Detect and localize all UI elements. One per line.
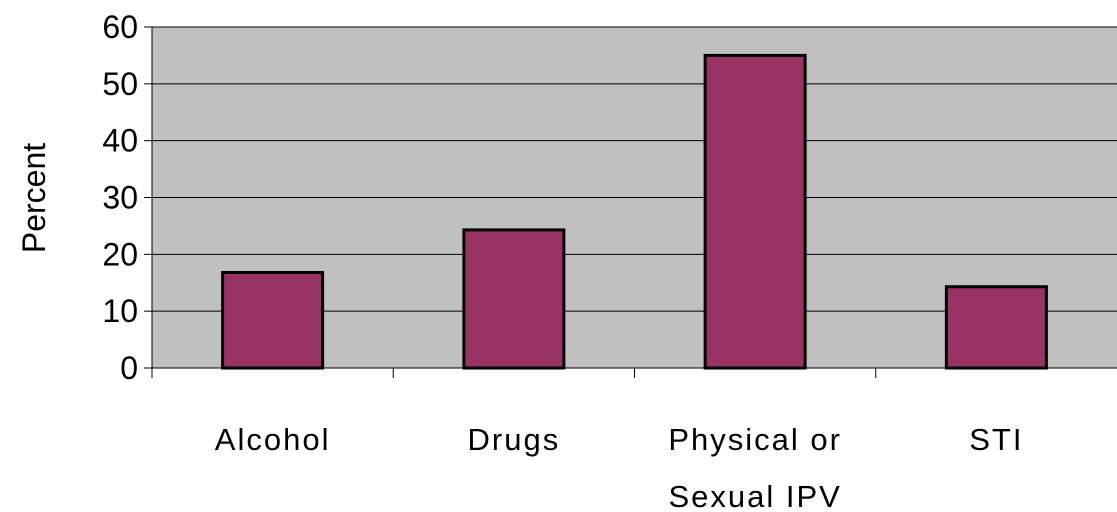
bar bbox=[703, 53, 807, 370]
y-tick-label: 0 bbox=[120, 350, 138, 386]
bars bbox=[221, 53, 1048, 370]
bar bbox=[944, 285, 1048, 370]
x-tick-label: Sexual IPV bbox=[668, 479, 841, 512]
y-tick-label: 40 bbox=[102, 123, 138, 159]
y-tick-label: 30 bbox=[102, 180, 138, 216]
y-tick-label: 50 bbox=[102, 66, 138, 102]
x-tick-labels: Alcohol Drugs Physical or Sexual IPV STI bbox=[215, 422, 1023, 512]
x-tick-label: Physical or bbox=[668, 422, 842, 457]
bar bbox=[462, 228, 566, 370]
y-tick-label: 20 bbox=[102, 236, 138, 272]
x-tick-label: Drugs bbox=[468, 422, 561, 457]
y-tick-label: 60 bbox=[102, 9, 138, 45]
y-tick-labels: 0 10 20 30 40 50 60 bbox=[102, 9, 138, 386]
x-tick-label: STI bbox=[969, 422, 1023, 457]
bar bbox=[221, 271, 325, 370]
x-tick-label: Alcohol bbox=[215, 422, 331, 457]
y-tick-label: 10 bbox=[102, 293, 138, 329]
axes bbox=[144, 26, 1117, 378]
y-axis-title: Percent bbox=[16, 143, 52, 253]
